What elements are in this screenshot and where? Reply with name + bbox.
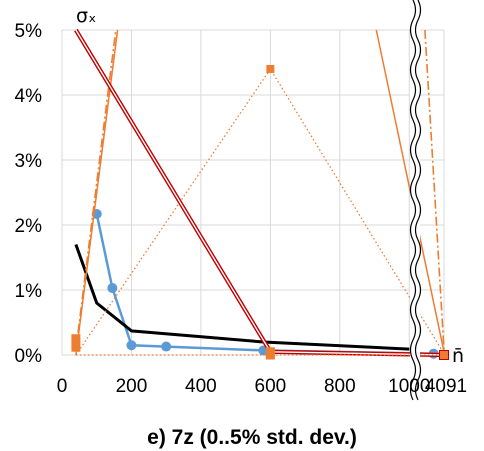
- x-tick-label: 600: [255, 376, 287, 397]
- data-point: [266, 65, 275, 73]
- chart-title: e) 7z (0..5% std. dev.): [147, 426, 357, 449]
- break-mask: [410, 0, 420, 400]
- series-9: [71, 334, 449, 360]
- series-line: [74, 243, 410, 351]
- series-6: [424, 29, 445, 350]
- y-tick-label: 3%: [15, 151, 43, 172]
- axis-break: [409, 0, 422, 401]
- y-tick-label: 1%: [15, 281, 43, 302]
- series-2: [75, 65, 445, 356]
- series-line: [75, 29, 119, 356]
- series-1: [74, 243, 410, 351]
- data-point: [71, 342, 81, 352]
- x-axis-label: n̄: [452, 345, 464, 367]
- y-tick-label: 2%: [15, 216, 43, 237]
- data-point: [107, 283, 118, 294]
- series-line: [75, 67, 445, 356]
- x-tick-label: 400: [185, 376, 217, 397]
- data-point: [126, 340, 137, 351]
- x-tick-label: 4091: [425, 376, 467, 397]
- y-tick-label: 5%: [15, 21, 43, 42]
- y-tick-label: 4%: [15, 86, 43, 107]
- series-line: [424, 29, 445, 350]
- data-point: [71, 334, 81, 344]
- x-tick-label: 800: [324, 376, 356, 397]
- x-tick-label: 1000: [388, 376, 430, 397]
- y-axis-label: σₓ: [76, 5, 96, 27]
- series-3: [75, 29, 119, 356]
- x-tick-label: 200: [116, 376, 148, 397]
- series-layer: [71, 28, 449, 360]
- break-line-right: [414, 0, 422, 401]
- y-tick-label: 0%: [15, 346, 43, 367]
- data-point: [265, 350, 275, 360]
- series-0: [91, 208, 439, 359]
- data-point: [439, 350, 449, 360]
- data-point: [161, 341, 172, 352]
- grid: [61, 29, 445, 356]
- break-line-left: [409, 0, 417, 401]
- x-tick-label: 0: [57, 376, 68, 397]
